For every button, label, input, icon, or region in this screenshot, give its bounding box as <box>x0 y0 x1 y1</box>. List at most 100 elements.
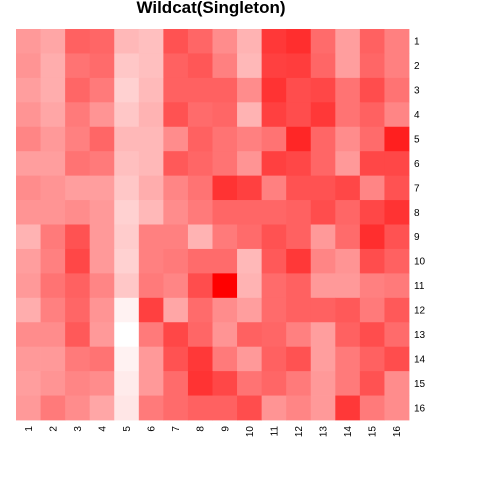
heatmap-cell-r16-c3 <box>65 395 91 421</box>
heatmap-cell-r5-c16 <box>384 126 410 152</box>
x-tick-label: 16 <box>392 426 403 438</box>
heatmap-cell-r15-c12 <box>286 371 312 396</box>
heatmap-cell-r16-c15 <box>359 395 385 421</box>
heatmap-cell-r7-c13 <box>310 175 336 201</box>
heatmap-cell-r2-c13 <box>310 53 336 79</box>
heatmap-cell-r9-c16 <box>384 224 410 250</box>
x-tick-label: 8 <box>196 426 207 432</box>
heatmap-cell-r16-c16 <box>384 395 410 421</box>
heatmap-cell-r3-c3 <box>65 77 91 103</box>
x-tick-label: 11 <box>269 426 280 437</box>
heatmap-cell-r2-c11 <box>261 53 287 79</box>
heatmap-cell-r13-c13 <box>310 322 336 348</box>
heatmap-cell-r3-c1 <box>16 77 41 103</box>
heatmap-cell-r4-c11 <box>261 102 287 128</box>
heatmap-cell-r1-c13 <box>310 29 336 54</box>
heatmap-cell-r13-c10 <box>237 322 263 348</box>
y-tick-label: 11 <box>414 281 425 292</box>
heatmap-cell-r5-c10 <box>237 126 263 152</box>
heatmap-cell-r6-c8 <box>187 151 213 177</box>
heatmap-cell-r14-c4 <box>89 346 115 372</box>
heatmap-cell-r2-c9 <box>212 53 238 79</box>
heatmap-cell-r2-c14 <box>335 53 361 79</box>
heatmap-cell-r4-c12 <box>286 102 312 128</box>
heatmap-cell-r11-c13 <box>310 273 336 299</box>
heatmap-cell-r14-c10 <box>237 346 263 372</box>
heatmap-cell-r12-c12 <box>286 297 312 323</box>
heatmap-cell-r13-c6 <box>138 322 164 348</box>
heatmap-cell-r4-c1 <box>16 102 41 128</box>
heatmap-cell-r10-c6 <box>138 248 164 274</box>
heatmap-cell-r3-c8 <box>187 77 213 103</box>
heatmap-cell-r16-c12 <box>286 395 312 421</box>
heatmap-cell-r9-c4 <box>89 224 115 250</box>
heatmap-cell-r10-c1 <box>16 248 41 274</box>
heatmap-cell-r15-c11 <box>261 371 287 396</box>
heatmap-cell-r9-c14 <box>335 224 361 250</box>
heatmap-cell-r14-c2 <box>40 346 66 372</box>
heatmap-cell-r16-c10 <box>237 395 263 421</box>
heatmap-cell-r5-c4 <box>89 126 115 152</box>
heatmap-cell-r9-c1 <box>16 224 41 250</box>
heatmap-cell-r12-c1 <box>16 297 41 323</box>
heatmap-cell-r4-c14 <box>335 102 361 128</box>
heatmap-cell-r12-c4 <box>89 297 115 323</box>
heatmap-cell-r12-c15 <box>359 297 385 323</box>
heatmap-cell-r7-c7 <box>163 175 189 201</box>
heatmap-cell-r4-c2 <box>40 102 66 128</box>
heatmap-cell-r1-c14 <box>335 29 361 54</box>
heatmap-cell-r2-c4 <box>89 53 115 79</box>
heatmap-cell-r5-c14 <box>335 126 361 152</box>
heatmap-cell-r2-c16 <box>384 53 410 79</box>
heatmap-cell-r7-c12 <box>286 175 312 201</box>
heatmap-cell-r14-c8 <box>187 346 213 372</box>
heatmap-cell-r13-c16 <box>384 322 410 348</box>
heatmap-cell-r7-c14 <box>335 175 361 201</box>
heatmap-cell-r8-c1 <box>16 200 41 225</box>
heatmap-cell-r8-c14 <box>335 200 361 225</box>
heatmap-cell-r3-c5 <box>114 77 140 103</box>
heatmap-cell-r10-c15 <box>359 248 385 274</box>
heatmap-cell-r1-c5 <box>114 29 140 54</box>
heatmap-cell-r8-c3 <box>65 200 91 225</box>
heatmap-cell-r7-c11 <box>261 175 287 201</box>
heatmap-cell-r1-c8 <box>187 29 213 54</box>
heatmap-cell-r3-c4 <box>89 77 115 103</box>
heatmap-cell-r8-c12 <box>286 200 312 225</box>
x-tick-label: 1 <box>24 426 35 432</box>
heatmap-cell-r4-c6 <box>138 102 164 128</box>
heatmap-cell-r5-c1 <box>16 126 41 152</box>
heatmap-cell-r2-c10 <box>237 53 263 79</box>
heatmap-cell-r11-c3 <box>65 273 91 299</box>
heatmap-cell-r9-c8 <box>187 224 213 250</box>
heatmap-cell-r6-c2 <box>40 151 66 177</box>
x-tick-label: 14 <box>343 426 354 438</box>
heatmap-cell-r2-c2 <box>40 53 66 79</box>
heatmap-cell-r10-c4 <box>89 248 115 274</box>
heatmap-cell-r5-c8 <box>187 126 213 152</box>
chart-title: Wildcat(Singleton) <box>136 0 285 17</box>
heatmap-cell-r10-c13 <box>310 248 336 274</box>
heatmap-cell-r5-c15 <box>359 126 385 152</box>
heatmap-cell-r4-c9 <box>212 102 238 128</box>
x-tick-label: 10 <box>245 426 256 438</box>
heatmap-cell-r11-c9 <box>212 273 238 299</box>
heatmap-cell-r3-c2 <box>40 77 66 103</box>
heatmap-cells <box>16 29 410 421</box>
heatmap-cell-r15-c1 <box>16 371 41 396</box>
heatmap-cell-r13-c15 <box>359 322 385 348</box>
heatmap-cell-r4-c7 <box>163 102 189 128</box>
x-axis-ticks: 1 2 3 4 5 6 7 8 9 10 11 12 13 14 15 16 <box>24 426 403 438</box>
heatmap-cell-r8-c4 <box>89 200 115 225</box>
heatmap-cell-r14-c13 <box>310 346 336 372</box>
heatmap-cell-r13-c8 <box>187 322 213 348</box>
heatmap-cell-r7-c2 <box>40 175 66 201</box>
heatmap-cell-r2-c5 <box>114 53 140 79</box>
heatmap-cell-r1-c7 <box>163 29 189 54</box>
heatmap-cell-r7-c3 <box>65 175 91 201</box>
heatmap-cell-r2-c3 <box>65 53 91 79</box>
heatmap-cell-r10-c8 <box>187 248 213 274</box>
heatmap-cell-r15-c8 <box>187 371 213 396</box>
y-tick-label: 13 <box>414 330 426 341</box>
